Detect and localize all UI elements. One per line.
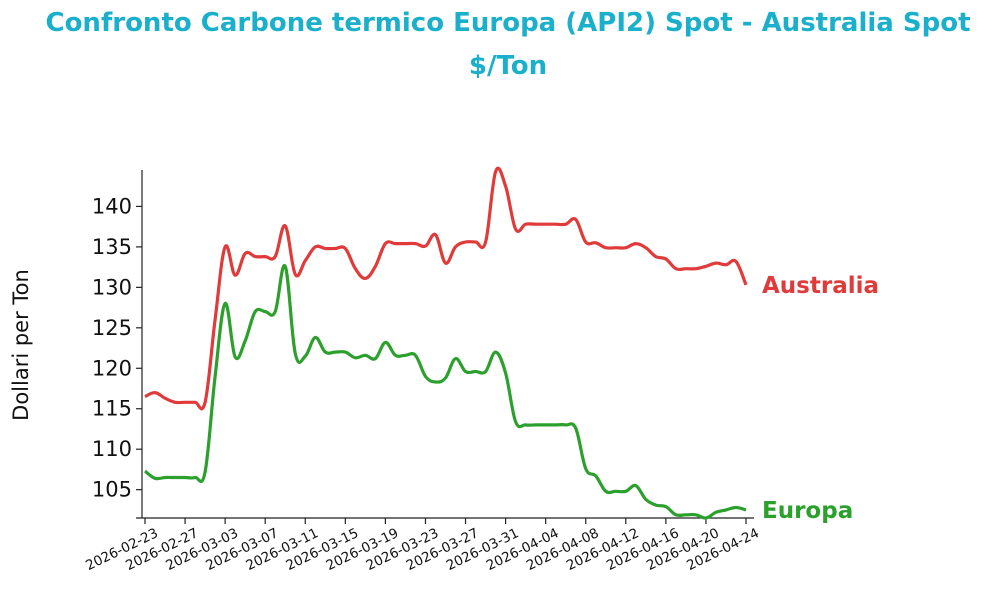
y-tick-label: 140 [92,194,132,218]
y-axis: 105 110 115 120 125 130 135 140 [92,170,143,518]
series-labels: Australia Europa [762,273,879,524]
series-label-europa: Europa [762,498,853,524]
y-tick-label: 130 [92,275,132,299]
series-label-australia: Australia [762,273,879,299]
chart-title-line1: Confronto Carbone termico Europa (API2) … [45,8,971,38]
chart-title-line2: $/Ton [468,51,548,81]
y-tick-label: 120 [92,356,132,380]
y-tick-label: 135 [92,235,132,259]
y-axis-label: Dollari per Ton [9,269,33,421]
y-tick-label: 110 [92,437,132,461]
series-line-europa [144,264,747,520]
y-tick-label: 115 [92,397,132,421]
chart-title: Confronto Carbone termico Europa (API2) … [0,2,998,88]
series-line-australia [144,166,748,411]
y-tick-label: 105 [92,478,132,502]
x-axis: 2026-02-232026-02-272026-03-032026-03-07… [83,517,762,574]
y-tick-label: 125 [92,316,132,340]
series-lines [144,166,748,520]
